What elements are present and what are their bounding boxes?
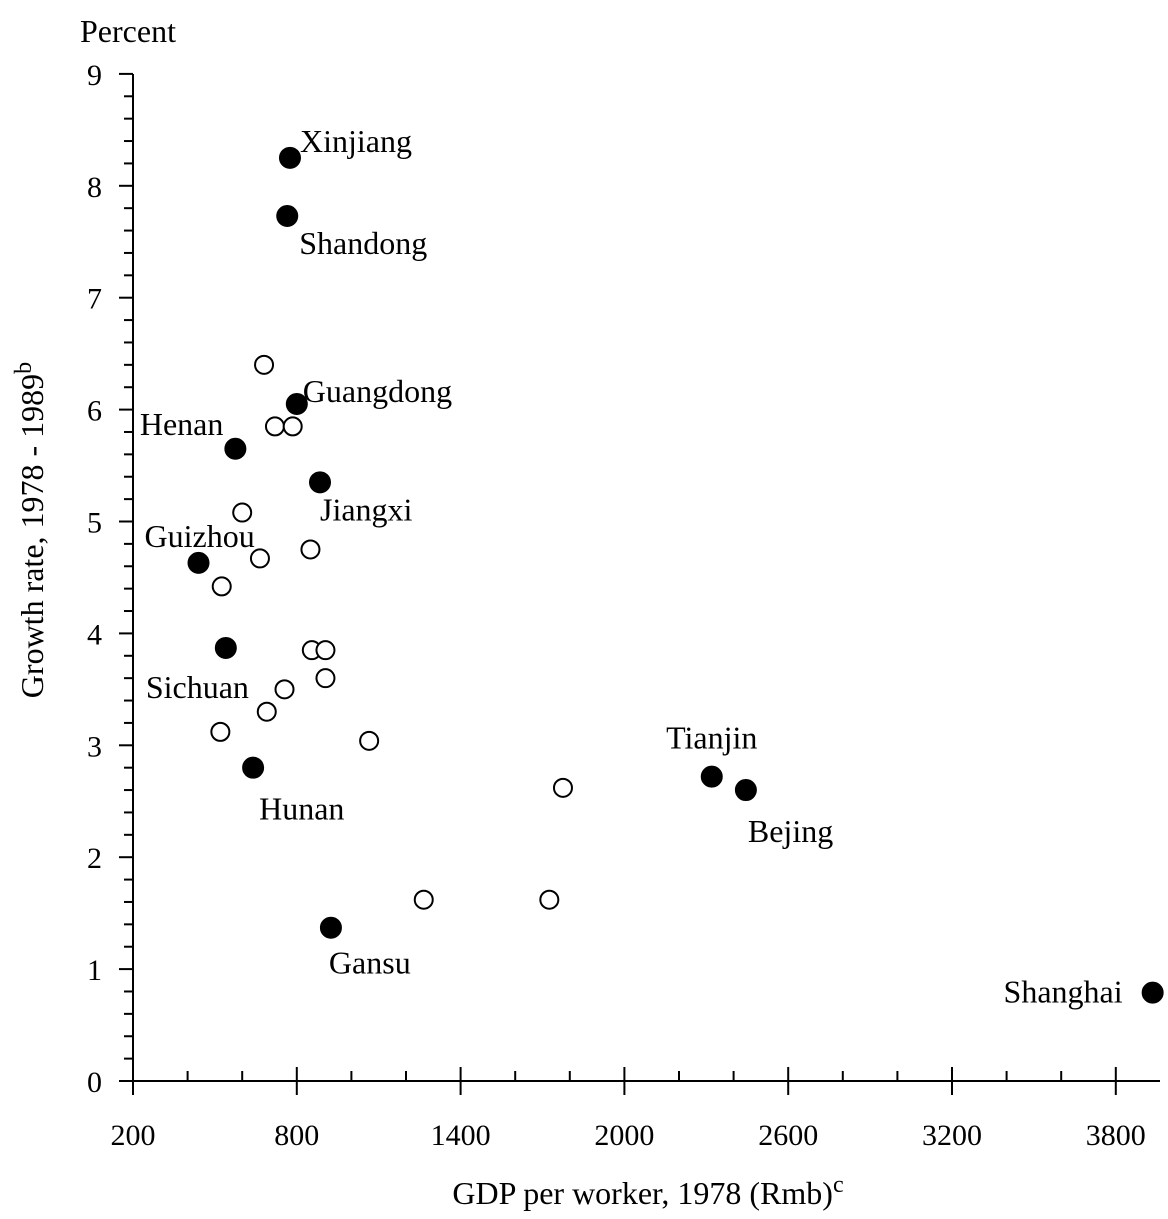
y-tick-label: 1 xyxy=(87,954,102,987)
point-label-sichuan: Sichuan xyxy=(146,669,249,705)
data-points xyxy=(187,146,1164,1004)
open-data-point xyxy=(539,889,560,910)
open-data-point xyxy=(315,640,336,661)
y-tick-label: 0 xyxy=(87,1066,102,1099)
open-data-point xyxy=(210,721,231,742)
point-label-bejing: Bejing xyxy=(748,813,833,849)
y-tick-labels: 0 1 2 3 4 5 6 7 8 9 xyxy=(87,59,102,1099)
open-data-point xyxy=(300,539,321,560)
y-tick-label: 9 xyxy=(87,59,102,92)
point-label-guangdong: Guangdong xyxy=(303,373,452,409)
y-tick-label: 3 xyxy=(87,730,102,763)
filled-data-point xyxy=(224,437,247,460)
y-unit-label: Percent xyxy=(80,13,176,49)
point-label-gansu: Gansu xyxy=(329,945,411,981)
open-data-point xyxy=(254,354,275,375)
point-labels: Xinjiang Shandong Guangdong Henan Jiangxi Gui… xyxy=(140,123,1123,1010)
filled-data-point xyxy=(700,765,723,788)
y-tick-label: 2 xyxy=(87,842,102,875)
x-axis-title: GDP per worker, 1978 (Rmb)c xyxy=(452,1172,843,1211)
x-ticks xyxy=(132,1067,1117,1095)
open-data-point xyxy=(413,889,434,910)
x-tick-label: 2000 xyxy=(594,1119,654,1152)
point-label-shandong: Shandong xyxy=(299,225,427,261)
open-data-point xyxy=(264,416,285,437)
y-tick-label: 5 xyxy=(87,507,102,540)
filled-data-point xyxy=(309,471,332,494)
open-data-point xyxy=(232,502,253,523)
open-data-point xyxy=(359,730,380,751)
filled-data-point xyxy=(242,756,265,779)
point-label-shanghai: Shanghai xyxy=(1004,974,1123,1010)
filled-data-point xyxy=(319,916,342,939)
point-label-guizhou: Guizhou xyxy=(145,518,255,554)
point-label-hunan: Hunan xyxy=(259,791,344,827)
y-tick-label: 4 xyxy=(87,618,102,651)
x-tick-label: 200 xyxy=(111,1119,156,1152)
open-data-point xyxy=(552,777,573,798)
y-axis-title: Growth rate, 1978 - 1989b xyxy=(11,362,50,698)
filled-data-point xyxy=(734,779,757,802)
point-label-jiangxi: Jiangxi xyxy=(320,491,413,527)
x-tick-labels: 200 800 1400 2000 2600 3200 3800 xyxy=(111,1119,1146,1152)
point-label-tianjin: Tianjin xyxy=(666,720,757,756)
open-data-point xyxy=(256,701,277,722)
x-tick-label: 1400 xyxy=(431,1119,491,1152)
filled-data-point xyxy=(285,393,308,416)
filled-data-point xyxy=(276,205,299,228)
filled-data-point xyxy=(214,636,237,659)
y-tick-label: 6 xyxy=(87,395,102,428)
open-data-point xyxy=(274,679,295,700)
open-data-point xyxy=(211,576,232,597)
axes xyxy=(132,74,1160,1082)
point-label-xinjiang: Xinjiang xyxy=(300,123,412,159)
y-tick-label: 8 xyxy=(87,171,102,204)
x-tick-label: 2600 xyxy=(758,1119,818,1152)
y-tick-label: 7 xyxy=(87,283,102,316)
filled-data-point xyxy=(187,551,210,574)
filled-data-point xyxy=(1141,981,1164,1004)
open-data-point xyxy=(315,668,336,689)
point-label-henan: Henan xyxy=(140,406,224,442)
x-tick-label: 3200 xyxy=(922,1119,982,1152)
y-ticks xyxy=(119,72,133,1082)
open-data-point xyxy=(282,416,303,437)
x-tick-label: 800 xyxy=(274,1119,319,1152)
x-tick-label: 3800 xyxy=(1086,1119,1146,1152)
open-data-point xyxy=(249,548,270,569)
filled-data-point xyxy=(278,146,301,169)
